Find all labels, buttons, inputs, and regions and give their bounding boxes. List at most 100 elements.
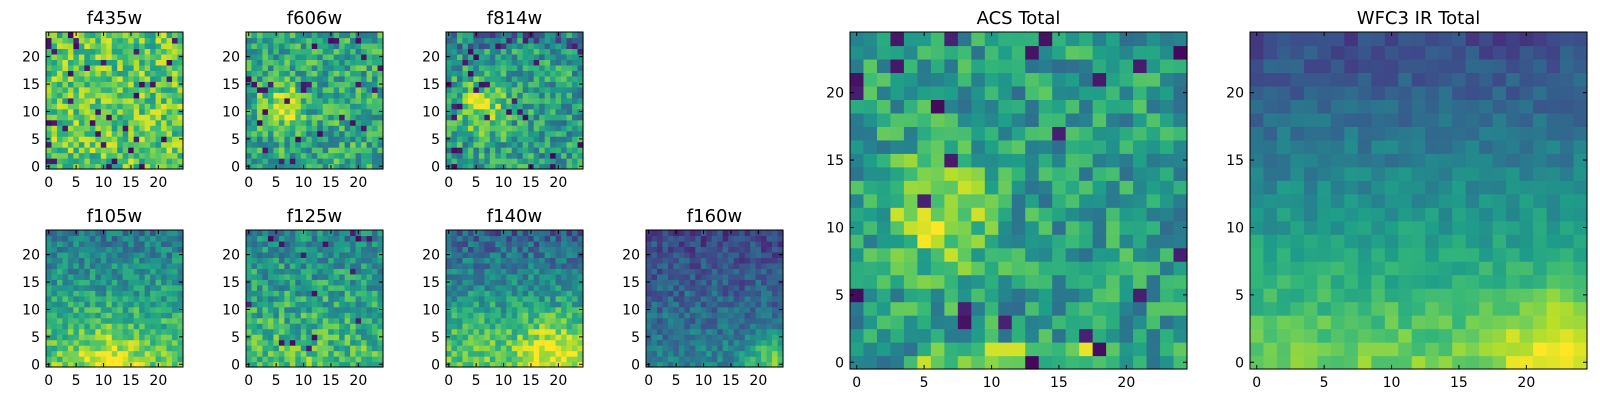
heatmap-cell — [662, 345, 668, 351]
heatmap-cell — [167, 246, 173, 252]
heatmap-cell — [657, 290, 663, 296]
heatmap-cell — [772, 307, 778, 313]
heatmap-cell — [251, 109, 257, 115]
heatmap-cell — [323, 296, 329, 302]
heatmap-cell — [134, 257, 140, 263]
heatmap-cell — [1120, 342, 1134, 356]
heatmap-cell — [523, 136, 529, 142]
heatmap-cell — [306, 268, 312, 274]
heatmap-cell — [51, 263, 57, 269]
heatmap-cell — [572, 70, 578, 76]
heatmap-cell — [273, 356, 279, 362]
heatmap-cell — [339, 142, 345, 148]
heatmap-cell — [356, 329, 362, 335]
heatmap-cell — [273, 76, 279, 82]
heatmap-cell — [339, 334, 345, 340]
heatmap-cell — [917, 167, 931, 181]
heatmap-cell — [134, 98, 140, 104]
heatmap-cell — [128, 81, 134, 87]
heatmap-cell — [361, 263, 367, 269]
heatmap-cell — [767, 241, 773, 247]
heatmap-cell — [944, 221, 958, 235]
heatmap-cell — [490, 334, 496, 340]
heatmap-cell — [367, 334, 373, 340]
heatmap-cell — [706, 312, 712, 318]
heatmap-cell — [567, 54, 573, 60]
heatmap-cell — [279, 32, 285, 38]
heatmap-cell — [890, 315, 904, 329]
heatmap-cell — [350, 109, 356, 115]
heatmap-cell — [462, 268, 468, 274]
heatmap-cell — [534, 158, 540, 164]
heatmap-cell — [345, 323, 351, 329]
heatmap-cell — [90, 351, 96, 357]
heatmap-cell — [490, 312, 496, 318]
heatmap-cell — [284, 279, 290, 285]
heatmap-cell — [317, 356, 323, 362]
heatmap-cell — [367, 136, 373, 142]
heatmap-cell — [651, 268, 657, 274]
heatmap-cell — [745, 252, 751, 258]
heatmap-cell — [156, 136, 162, 142]
heatmap-cell — [446, 235, 452, 241]
heatmap-cell — [695, 318, 701, 324]
x-tick-label: 15 — [722, 373, 740, 389]
heatmap-cell — [850, 234, 864, 248]
heatmap-cell — [772, 296, 778, 302]
heatmap-cell — [517, 279, 523, 285]
heatmap-cell — [106, 296, 112, 302]
heatmap-cell — [95, 318, 101, 324]
heatmap-cell — [512, 158, 518, 164]
heatmap-cell — [506, 323, 512, 329]
heatmap-cell — [46, 340, 52, 346]
heatmap-cell — [1025, 248, 1039, 262]
heatmap-cell — [561, 131, 567, 137]
heatmap-cell — [550, 76, 556, 82]
heatmap-cell — [145, 70, 151, 76]
heatmap-cell — [134, 351, 140, 357]
heatmap-cell — [317, 103, 323, 109]
heatmap-cell — [251, 59, 257, 65]
heatmap-cell — [150, 65, 156, 71]
heatmap-cell — [528, 279, 534, 285]
heatmap-cell — [257, 241, 263, 247]
heatmap-cell — [246, 114, 252, 120]
heatmap-cell — [46, 59, 52, 65]
heatmap-cell — [750, 268, 756, 274]
heatmap-cell — [473, 345, 479, 351]
heatmap-cell — [339, 147, 345, 153]
heatmap-cell — [345, 103, 351, 109]
heatmap-cell — [1052, 315, 1066, 329]
heatmap-cell — [167, 114, 173, 120]
heatmap-cell — [339, 48, 345, 54]
heatmap-cell — [451, 54, 457, 60]
heatmap-cell — [451, 323, 457, 329]
heatmap-cell — [350, 70, 356, 76]
heatmap-cell — [572, 235, 578, 241]
heatmap-cell — [167, 59, 173, 65]
heatmap-cell — [150, 334, 156, 340]
heatmap-cell — [328, 65, 334, 71]
heatmap-cell — [350, 43, 356, 49]
heatmap-cell — [501, 340, 507, 346]
heatmap-cell — [462, 230, 468, 236]
heatmap-cell — [117, 323, 123, 329]
heatmap-cell — [1106, 261, 1120, 275]
heatmap-cell — [167, 142, 173, 148]
heatmap-cell — [1133, 302, 1147, 316]
heatmap-cell — [268, 351, 274, 357]
heatmap-cell — [877, 248, 891, 262]
heatmap-cell — [117, 230, 123, 236]
heatmap-cell — [372, 70, 378, 76]
heatmap-cell — [106, 136, 112, 142]
heatmap-cell — [712, 230, 718, 236]
heatmap-cell — [550, 235, 556, 241]
heatmap-cell — [134, 158, 140, 164]
heatmap-cell — [556, 318, 562, 324]
heatmap-cell — [512, 81, 518, 87]
heatmap-cell — [123, 241, 129, 247]
heatmap-cell — [651, 241, 657, 247]
heatmap-cell — [1174, 315, 1188, 329]
heatmap-cell — [931, 194, 945, 208]
heatmap-cell — [567, 279, 573, 285]
